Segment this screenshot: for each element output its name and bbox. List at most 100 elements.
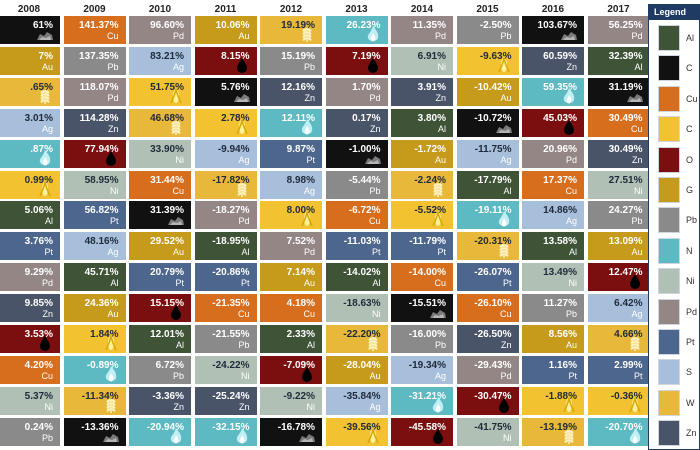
commodity-symbol: Au	[107, 309, 119, 320]
legend-swatch	[658, 25, 680, 51]
coal-icon	[495, 118, 513, 137]
commodity-symbol: Au	[172, 247, 184, 258]
gas-icon	[298, 118, 316, 137]
commodity-symbol: Al	[503, 185, 512, 196]
return-value: -2.24%	[414, 174, 446, 186]
commodity-symbol: Cu	[106, 31, 119, 41]
commodity-symbol: Pb	[369, 185, 381, 196]
gas-icon	[495, 210, 513, 229]
commodity-symbol: Pd	[434, 31, 446, 41]
wheat-icon	[233, 180, 251, 199]
commodity-symbol: Pd	[303, 247, 315, 258]
commodity-symbol: Pd	[631, 31, 643, 41]
commodity-cell: -21.55% Pb	[194, 325, 257, 353]
commodity-cell: 9.29% Pd	[0, 263, 60, 292]
commodity-cell: 12.47%	[587, 263, 650, 292]
legend-swatch	[658, 359, 680, 386]
commodity-cell: -2.24%	[391, 170, 453, 199]
commodity-symbol: Pt	[437, 247, 446, 258]
coal-icon	[233, 87, 251, 106]
return-value: -11.03%	[343, 236, 381, 248]
commodity-cell: -29.43% Pd	[456, 355, 519, 384]
commodity-cell: -26.07% Pt	[456, 263, 519, 292]
commodity-cell: -14.00% Cu	[391, 263, 453, 292]
coal-icon	[167, 210, 185, 229]
return-value: 7%	[38, 50, 53, 62]
return-value: 8.15%	[221, 50, 250, 62]
commodity-cell: -20.70%	[587, 417, 650, 446]
coal-icon	[364, 149, 382, 168]
commodity-cell: 11.35% Pd	[391, 16, 453, 44]
legend-label: S	[686, 367, 693, 378]
return-value: -16.78%	[277, 421, 315, 433]
gas-icon	[102, 365, 120, 384]
gas-icon	[167, 427, 185, 446]
return-value: 1.70%	[352, 81, 381, 93]
commodity-cell: -5.44% Pb	[325, 170, 388, 199]
commodity-cell: 31.39%	[129, 201, 191, 230]
return-value: -20.86%	[212, 267, 250, 279]
commodity-symbol: Pb	[500, 31, 512, 41]
return-value: 8.98%	[286, 174, 315, 186]
commodity-symbol: Ni	[372, 309, 381, 320]
commodity-symbol: Al	[568, 247, 577, 258]
commodity-symbol: Pt	[371, 247, 381, 258]
return-value: 17.37%	[543, 174, 577, 186]
oil-icon	[233, 56, 251, 75]
commodity-symbol: Ni	[503, 432, 512, 443]
return-value: 27.51%	[608, 174, 643, 186]
commodity-cell: -11.34%	[63, 386, 126, 415]
wheat-icon	[495, 241, 513, 260]
commodity-cell: 31.44% Cu	[129, 170, 191, 199]
return-value: 1.84%	[90, 329, 119, 340]
return-value: 6.72%	[155, 359, 184, 371]
legend-label: Pt	[686, 337, 695, 347]
legend-item: W	[658, 389, 698, 418]
legend-swatch	[658, 85, 680, 112]
return-value: 45.03%	[543, 112, 577, 124]
return-value: 6.91%	[417, 50, 446, 62]
legend-label: Zn	[686, 428, 697, 439]
return-value: 12.11%	[281, 112, 315, 124]
commodity-symbol: Al	[44, 216, 53, 227]
return-value: -35.84%	[343, 390, 381, 402]
return-value: 30.49%	[608, 112, 643, 124]
return-value: 9.85%	[24, 298, 53, 310]
commodity-cell: 48.16% Ag	[63, 232, 126, 261]
commodity-symbol: Pb	[565, 309, 577, 320]
commodity-cell: 24.36% Au	[63, 294, 126, 323]
return-value: -26.07%	[474, 267, 512, 279]
commodity-cell: 33.90% Ni	[129, 139, 191, 168]
commodity-symbol: Pb	[238, 340, 250, 350]
return-value: -16.00%	[408, 329, 446, 340]
commodity-cell: 77.94%	[63, 139, 126, 168]
return-value: 56.82%	[84, 205, 119, 217]
commodity-cell: -18.63% Ni	[325, 294, 388, 323]
return-value: -21.55%	[212, 329, 250, 340]
commodity-cell: 3.91% Zn	[391, 77, 453, 106]
commodity-symbol: Zn	[42, 309, 53, 320]
return-value: -0.89%	[86, 359, 119, 371]
oil-icon	[495, 396, 513, 415]
return-value: 3.76%	[24, 236, 53, 248]
coal-icon	[36, 25, 54, 44]
return-value: 24.27%	[608, 205, 643, 217]
commodity-cell: 3.01% Ag	[0, 108, 60, 137]
return-value: 13.49%	[543, 267, 577, 279]
commodity-cell: 9.87% Pt	[260, 139, 322, 168]
wheat-icon	[36, 87, 54, 106]
commodity-symbol: Zn	[500, 340, 512, 350]
return-value: 12.47%	[608, 267, 643, 279]
commodity-symbol: Ni	[175, 154, 185, 165]
wheat-icon	[626, 334, 644, 353]
legend-label: Al	[686, 33, 695, 43]
commodity-cell: -17.82%	[194, 170, 257, 199]
commodity-symbol: Ag	[107, 247, 119, 258]
return-value: -5.44%	[348, 174, 381, 186]
commodity-cell: -19.11%	[456, 201, 519, 230]
commodity-cell: -17.79% Al	[456, 170, 519, 199]
commodity-cell: 27.51% Ni	[587, 170, 650, 199]
return-value: 45.71%	[84, 267, 119, 279]
legend-item: Pb	[658, 207, 698, 235]
commodity-symbol: Au	[500, 92, 512, 103]
